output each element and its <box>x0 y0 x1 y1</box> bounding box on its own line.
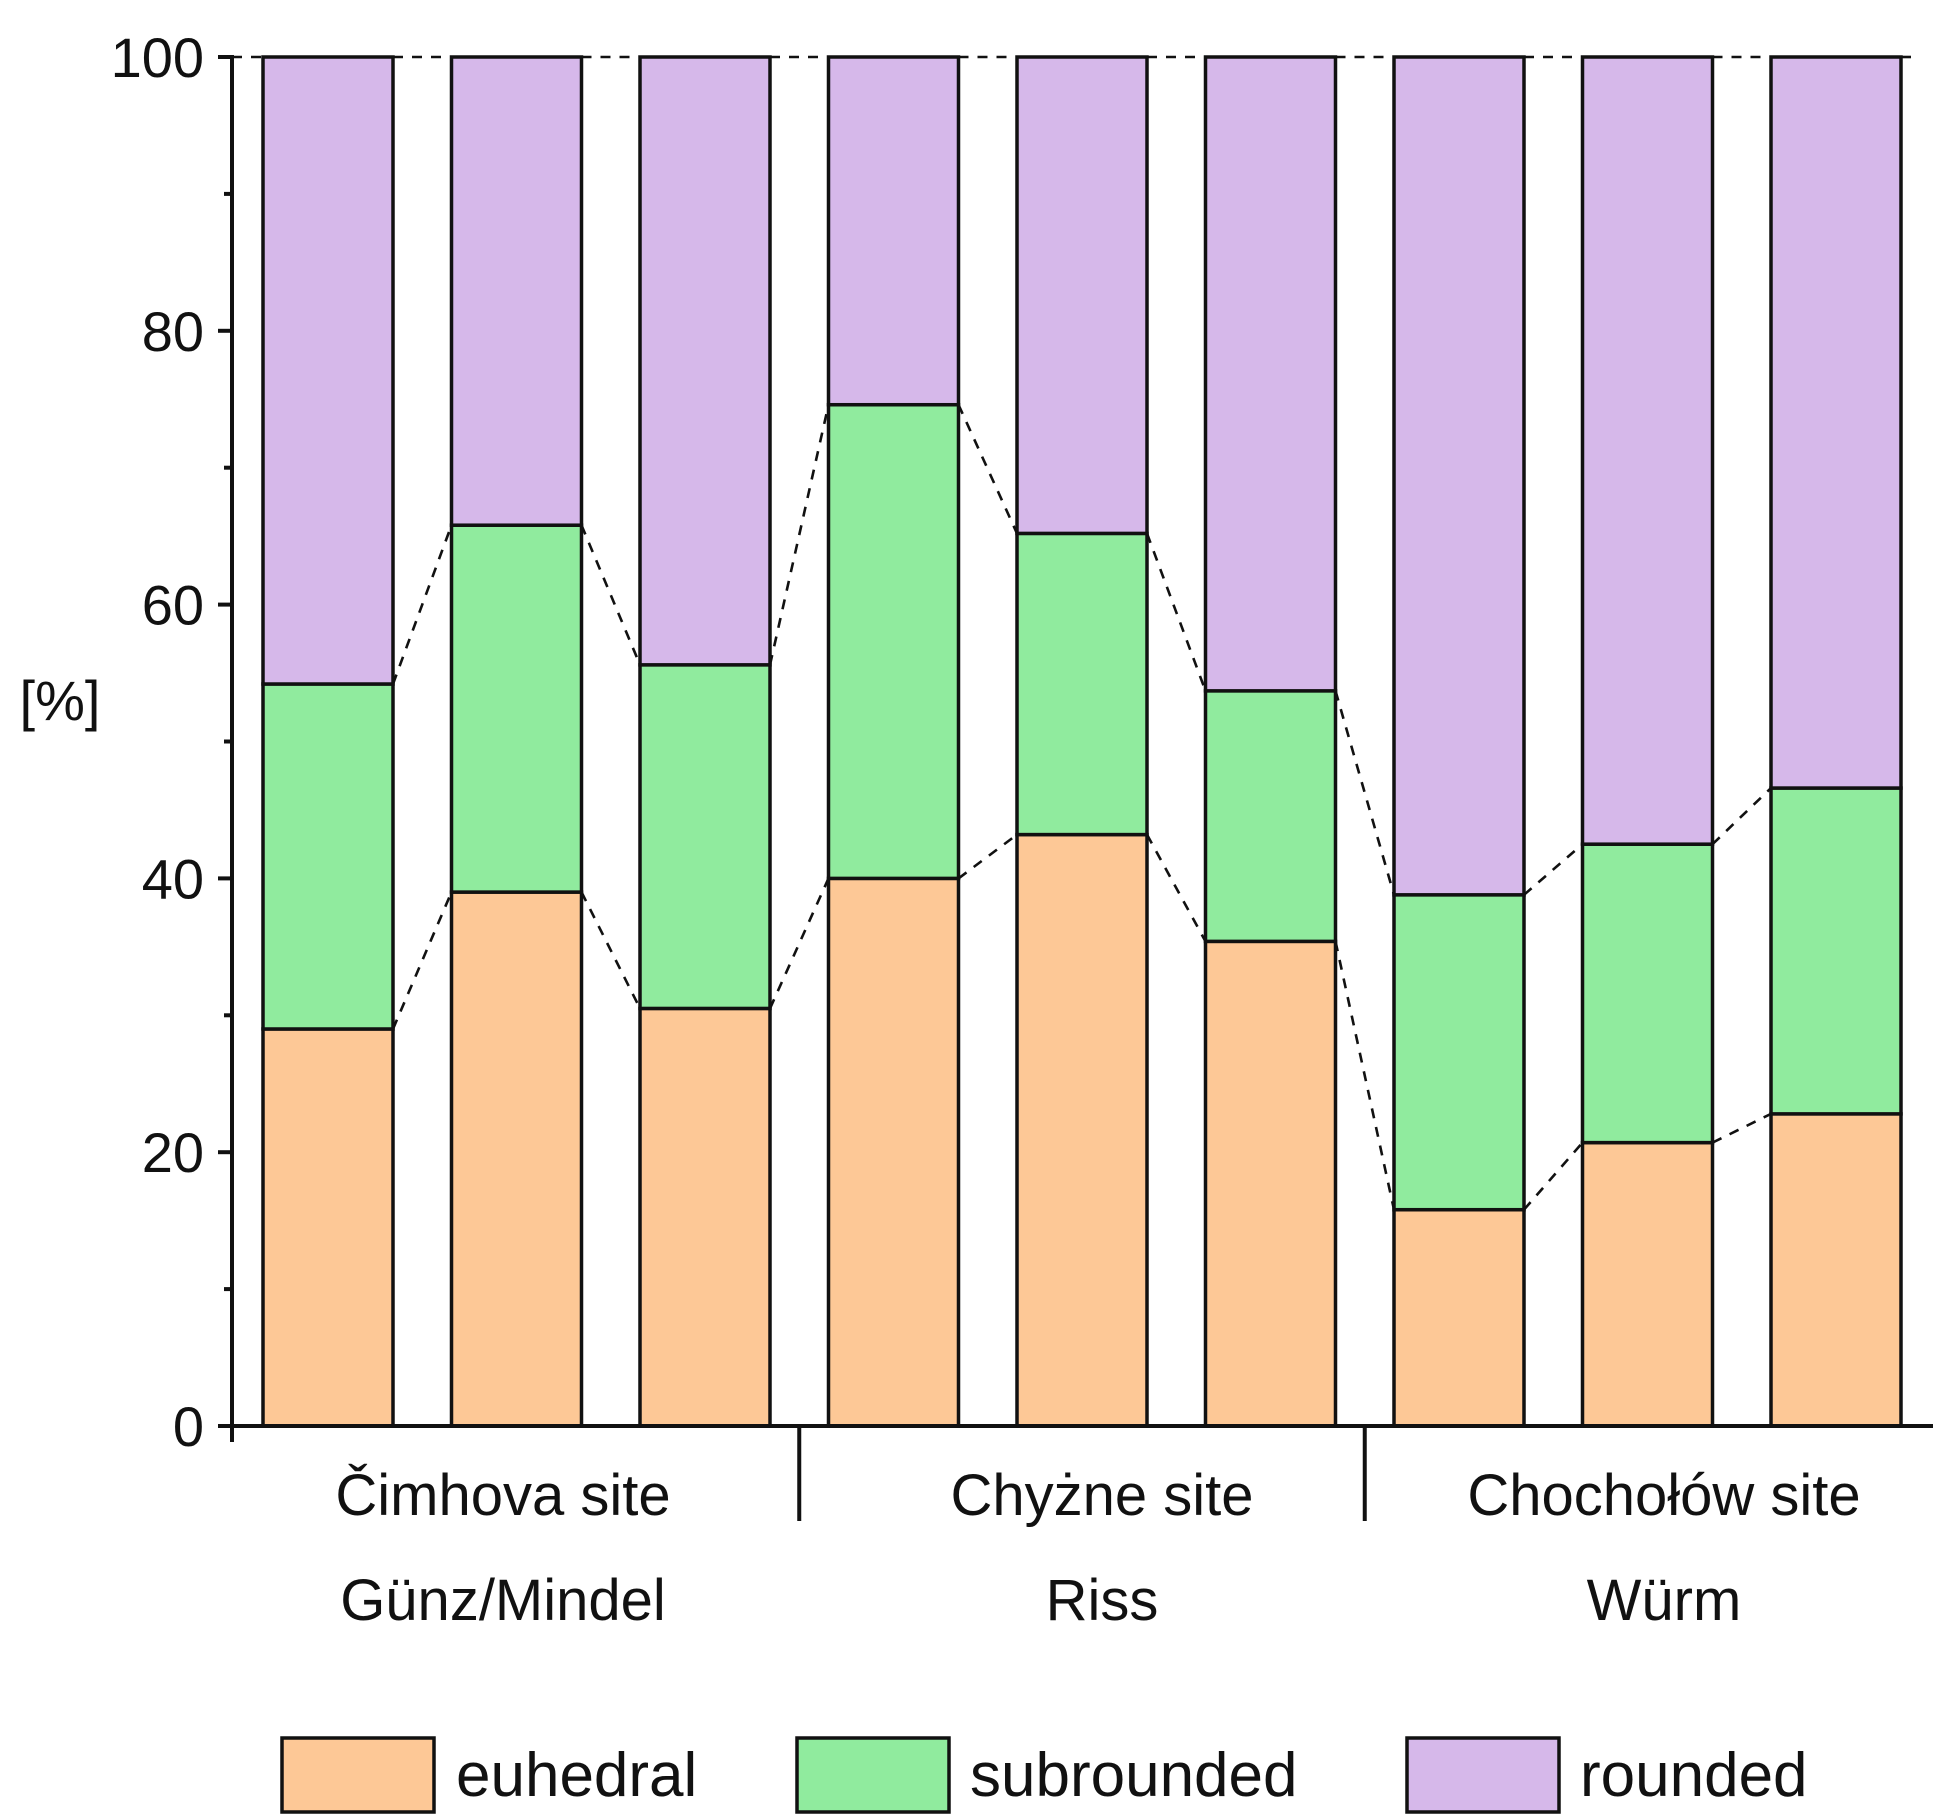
bar-segment-euhedral <box>1392 1207 1526 1428</box>
connector-line <box>1145 532 1207 692</box>
axes <box>220 55 1933 1521</box>
y-axis-label: [%] <box>20 669 101 732</box>
group-site-label: Chochołów site <box>1467 1463 1860 1528</box>
connector-line <box>1523 843 1584 896</box>
connector-line <box>580 524 642 666</box>
bar-segment-rounded <box>1203 55 1338 693</box>
connector-line <box>1711 787 1772 846</box>
group-period-label: Riss <box>1046 1568 1159 1633</box>
connector-line <box>957 404 1019 534</box>
connector-line <box>1711 1112 1772 1144</box>
connector-line <box>391 524 453 685</box>
legend: euhedral subrounded rounded <box>280 1736 1808 1814</box>
y-axis-ticks: 0 20 40 60 80 100 <box>111 26 232 1458</box>
legend-swatch-euhedral <box>280 1736 436 1814</box>
connector-line <box>1334 941 1396 1210</box>
group-period-label: Würm <box>1587 1568 1742 1633</box>
y-tick-label: 20 <box>142 1121 204 1184</box>
group-period-label: Günz/Mindel <box>340 1568 666 1633</box>
connector-lines <box>232 55 1911 1211</box>
y-tick-label: 100 <box>111 26 204 89</box>
bar-segment-euhedral <box>638 1006 772 1428</box>
bar-segment-euhedral <box>261 1027 395 1428</box>
bar-segment-euhedral <box>1015 832 1149 1428</box>
connector-line <box>768 404 830 666</box>
bar-segment-rounded <box>1392 55 1526 897</box>
connector-line <box>580 891 642 1010</box>
bar-segment-subrounded <box>638 663 772 1011</box>
legend-swatch-rounded <box>1405 1736 1561 1814</box>
bar-segment-subrounded <box>1769 786 1903 1116</box>
bar-segment-rounded <box>638 55 772 667</box>
bar-segment-rounded <box>449 55 584 527</box>
bar-segment-euhedral <box>826 876 961 1428</box>
bar-segment-subrounded <box>449 523 584 894</box>
bar-segment-subrounded <box>1203 689 1338 944</box>
bar-segment-rounded <box>261 55 395 686</box>
bar-segment-rounded <box>1015 55 1149 536</box>
connector-line <box>1334 690 1396 896</box>
group-site-label: Chyżne site <box>950 1463 1253 1528</box>
connector-line <box>1145 833 1207 942</box>
group-labels: Čimhova site Günz/Mindel Chyżne site Ris… <box>335 1463 1860 1633</box>
y-tick-label: 80 <box>142 300 204 363</box>
bars <box>261 55 1903 1428</box>
bar-segment-euhedral <box>1769 1112 1903 1428</box>
bar-segment-subrounded <box>1015 531 1149 837</box>
legend-label-euhedral: euhedral <box>456 1741 697 1810</box>
bar-segment-subrounded <box>826 402 961 881</box>
legend-label-subrounded: subrounded <box>970 1741 1298 1810</box>
connector-line <box>1523 1141 1584 1211</box>
bar-segment-rounded <box>826 55 961 407</box>
legend-swatch-subrounded <box>795 1736 951 1814</box>
y-tick-label: 40 <box>142 847 204 910</box>
bar-segment-euhedral <box>1203 939 1338 1428</box>
bar-segment-euhedral <box>449 890 584 1428</box>
bar-segment-rounded <box>1580 55 1715 846</box>
y-tick-label: 0 <box>173 1395 204 1458</box>
group-site-label: Čimhova site <box>335 1463 670 1528</box>
bar-segment-subrounded <box>1392 893 1526 1212</box>
bar-segment-subrounded <box>261 682 395 1031</box>
legend-label-rounded: rounded <box>1580 1741 1808 1810</box>
y-tick-label: 60 <box>142 574 204 637</box>
connector-line <box>391 891 453 1030</box>
bar-segment-rounded <box>1769 55 1903 790</box>
connector-line <box>957 833 1018 880</box>
bar-segment-euhedral <box>1580 1140 1715 1428</box>
bar-segment-subrounded <box>1580 842 1715 1145</box>
connector-line <box>768 877 830 1009</box>
